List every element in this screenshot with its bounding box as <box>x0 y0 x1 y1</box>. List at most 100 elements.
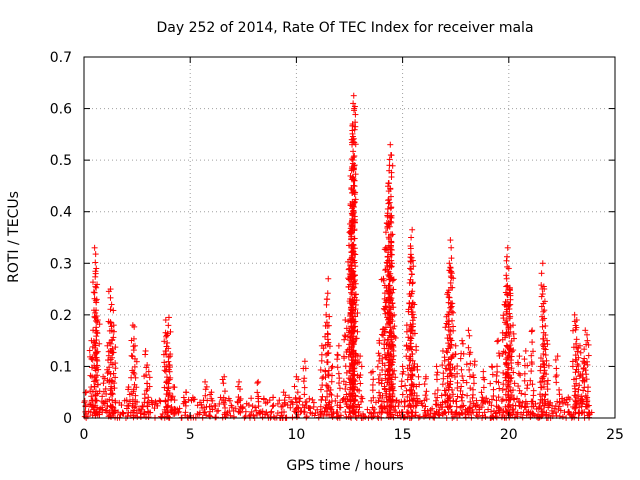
data-point <box>350 162 357 169</box>
data-point <box>387 290 394 297</box>
data-point <box>165 322 172 329</box>
data-point <box>323 311 330 318</box>
data-point <box>110 328 117 335</box>
data-point <box>334 364 341 371</box>
data-point <box>317 386 324 393</box>
data-point <box>585 384 592 391</box>
data-point <box>582 367 589 374</box>
data-point <box>445 356 452 363</box>
data-point <box>357 353 364 360</box>
data-point <box>556 398 563 405</box>
data-point <box>351 162 358 169</box>
data-point <box>137 414 144 421</box>
data-point <box>433 363 440 370</box>
data-point <box>522 404 529 411</box>
data-point <box>459 391 466 398</box>
data-point <box>297 395 304 402</box>
data-point <box>377 403 384 410</box>
data-point <box>380 277 387 284</box>
data-point <box>576 342 583 349</box>
data-point <box>349 286 356 293</box>
data-point <box>495 350 502 357</box>
data-point <box>446 260 453 267</box>
data-point <box>402 382 409 389</box>
data-point <box>489 371 496 378</box>
data-point <box>341 336 348 343</box>
data-point <box>264 411 271 418</box>
data-point <box>207 408 214 415</box>
data-point <box>352 306 359 313</box>
data-point <box>351 259 358 266</box>
data-point <box>356 404 363 411</box>
data-point <box>483 395 490 402</box>
data-point <box>222 404 229 411</box>
y-tick-label: 0.3 <box>50 256 72 272</box>
data-point <box>389 391 396 398</box>
data-point <box>350 371 357 378</box>
data-point <box>457 387 464 394</box>
data-point <box>324 296 331 303</box>
data-point <box>318 357 325 364</box>
data-point <box>441 354 448 361</box>
data-point <box>407 344 414 351</box>
data-point <box>387 324 394 331</box>
data-point <box>145 409 152 416</box>
data-point <box>270 413 277 420</box>
data-point <box>334 351 341 358</box>
y-tick-label: 0.5 <box>50 153 72 169</box>
data-point <box>508 365 515 372</box>
data-point <box>110 370 117 377</box>
data-point <box>350 100 357 107</box>
data-point <box>91 383 98 390</box>
data-point <box>493 403 500 410</box>
data-point <box>494 363 501 370</box>
data-point <box>391 367 398 374</box>
data-point <box>348 265 355 272</box>
data-point <box>541 307 548 314</box>
data-point <box>423 388 430 395</box>
data-point <box>96 409 103 416</box>
data-point <box>573 380 580 387</box>
data-point <box>458 403 465 410</box>
data-point <box>156 397 163 404</box>
data-point <box>508 348 515 355</box>
data-point <box>166 376 173 383</box>
data-point <box>464 392 471 399</box>
data-point <box>353 351 360 358</box>
data-point <box>390 371 397 378</box>
data-point <box>541 298 548 305</box>
data-point <box>510 369 517 376</box>
data-point <box>94 317 101 324</box>
data-point <box>529 381 536 388</box>
data-point <box>112 397 119 404</box>
data-point <box>389 383 396 390</box>
data-point <box>326 313 333 320</box>
data-point <box>438 392 445 399</box>
data-point <box>287 404 294 411</box>
data-point <box>422 403 429 410</box>
data-point <box>528 368 535 375</box>
data-point <box>303 403 310 410</box>
data-point <box>107 320 114 327</box>
data-point <box>268 408 275 415</box>
data-point <box>381 290 388 297</box>
data-point <box>92 259 99 266</box>
data-point <box>130 347 137 354</box>
data-point <box>413 343 420 350</box>
data-point <box>537 355 544 362</box>
data-point <box>449 387 456 394</box>
data-point <box>352 313 359 320</box>
data-point <box>162 398 169 405</box>
data-point <box>454 393 461 400</box>
data-point <box>541 361 548 368</box>
data-point <box>480 374 487 381</box>
data-point <box>412 397 419 404</box>
data-point <box>522 398 529 405</box>
data-point <box>450 309 457 316</box>
data-point <box>387 204 394 211</box>
data-point <box>291 408 298 415</box>
data-point <box>540 335 547 342</box>
data-point <box>506 383 513 390</box>
data-point <box>380 398 387 405</box>
data-point <box>505 379 512 386</box>
